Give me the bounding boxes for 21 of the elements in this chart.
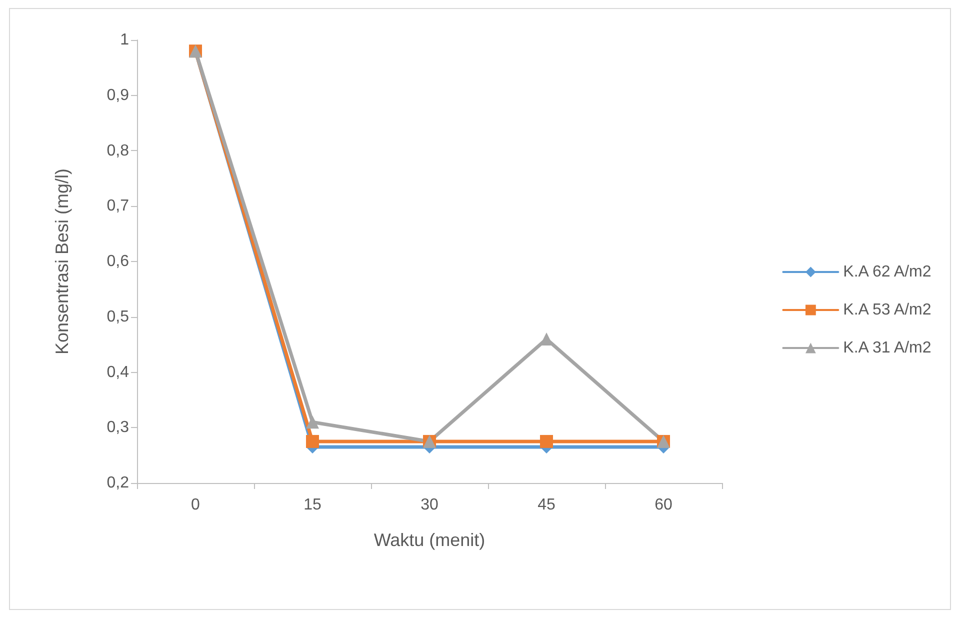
x-tick-label: 60	[654, 496, 672, 514]
legend-label: K.A 53 A/m2	[843, 302, 932, 318]
y-tick-label: 0,3	[106, 419, 130, 436]
legend-label: K.A 62 A/m2	[843, 264, 932, 280]
x-tick-label: 30	[420, 496, 438, 514]
point	[540, 434, 553, 448]
y-tick-label: 0,2	[106, 474, 130, 492]
y-tick-label: 0,7	[106, 198, 130, 215]
point	[306, 434, 319, 448]
y-tick-label: 1	[120, 32, 130, 48]
x-tick-label: 45	[538, 496, 556, 514]
y-tick-label: 0,6	[106, 253, 130, 270]
x-tick-label: 15	[304, 496, 322, 514]
y-tick-label: 0,8	[106, 142, 130, 160]
x-axis-title: Waktu (menit)	[374, 530, 486, 550]
y-tick-label: 0,5	[106, 308, 130, 326]
y-axis-title: Konsentrasi Besi (mg/l)	[52, 168, 72, 355]
y-tick-label: 0,4	[106, 364, 130, 381]
y-tick-label: 0,9	[106, 86, 130, 104]
legend-label: K.A 31 A/m2	[843, 340, 932, 356]
x-tick-label: 0	[191, 496, 200, 514]
